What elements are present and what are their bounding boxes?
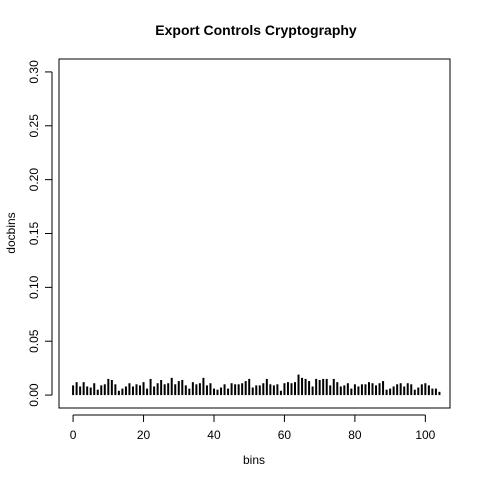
y-tick-label: 0.30 [27,60,41,84]
x-tick-label: 80 [348,428,362,442]
y-tick-label: 0.10 [27,275,41,299]
y-tick-label: 0.05 [27,329,41,353]
x-tick-label: 0 [70,428,77,442]
bar-series [72,374,441,396]
y-tick-label: 0.00 [27,383,41,407]
y-tick-label: 0.15 [27,221,41,245]
chart-title: Export Controls Cryptography [155,22,357,38]
plot-area-frame [58,58,451,409]
x-tick-label: 60 [278,428,292,442]
x-tick-label: 20 [137,428,151,442]
x-tick-label: 100 [415,428,435,442]
x-axis-label: bins [243,453,265,467]
y-axis: 0.00 0.05 0.10 0.15 0.20 0.25 0.30 [27,60,53,407]
y-axis-label: docbins [4,212,18,253]
y-tick-label: 0.25 [27,114,41,138]
x-axis: 0 20 40 60 80 100 [70,414,436,442]
x-tick-label: 40 [207,428,221,442]
y-tick-label: 0.20 [27,168,41,192]
